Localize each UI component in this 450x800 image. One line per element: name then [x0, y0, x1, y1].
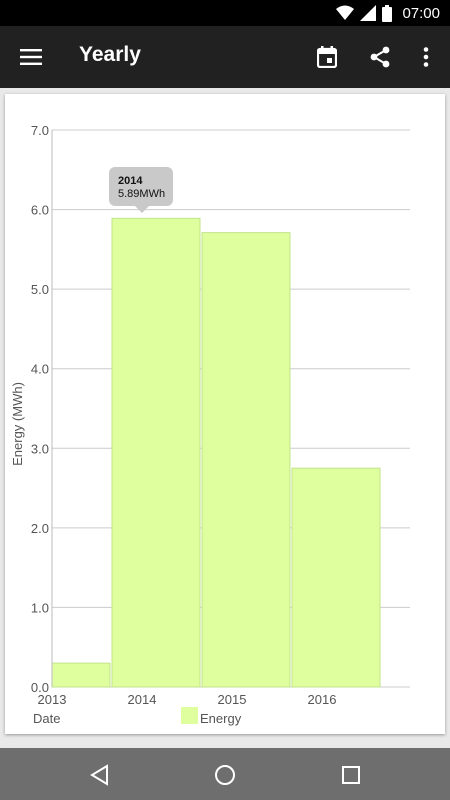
- page-title: Yearly: [79, 43, 141, 66]
- cellular-signal-icon: [360, 5, 377, 21]
- y-tick-label: 7.0: [31, 123, 49, 138]
- x-axis-label: Date: [33, 711, 60, 726]
- recent-apps-icon: [342, 766, 360, 784]
- tooltip-pointer: [135, 206, 149, 213]
- calendar-button[interactable]: [310, 40, 344, 74]
- status-bar: 07:00: [0, 0, 450, 26]
- menu-icon: [20, 49, 42, 65]
- bar-2013[interactable]: [51, 662, 111, 688]
- x-tick-label: 2016: [308, 692, 337, 707]
- y-axis-label: Energy (MWh): [10, 382, 25, 466]
- more-vert-icon: [423, 47, 429, 67]
- more-options-button[interactable]: [409, 40, 443, 74]
- recent-apps-button[interactable]: [336, 760, 366, 790]
- y-tick-label: 2.0: [31, 521, 49, 536]
- legend-swatch: [181, 707, 198, 724]
- chart-bars: [51, 217, 381, 688]
- chart-card: 0.0 1.0 2.0 3.0 4.0 5.0 6.0 7.0 2013 2014 2015 2016…: [5, 94, 445, 734]
- status-time: 07:00: [402, 4, 440, 22]
- home-button[interactable]: [210, 760, 240, 790]
- calendar-icon: [317, 46, 337, 68]
- bar-2014[interactable]: [111, 217, 201, 688]
- share-icon: [370, 46, 390, 68]
- share-button[interactable]: [363, 40, 397, 74]
- y-tick-label: 5.0: [31, 282, 49, 297]
- menu-button[interactable]: [14, 40, 48, 74]
- navigation-bar: [0, 748, 450, 800]
- bar-2016[interactable]: [291, 467, 381, 688]
- y-tick-label: 1.0: [31, 600, 49, 615]
- back-button[interactable]: [84, 760, 114, 790]
- energy-bar-chart[interactable]: 0.0 1.0 2.0 3.0 4.0 5.0 6.0 7.0 2013 2014 2015 2016…: [5, 94, 445, 734]
- battery-icon: [382, 4, 393, 22]
- y-tick-label: 3.0: [31, 441, 49, 456]
- y-tick-label: 0.0: [31, 680, 49, 695]
- app-bar: Yearly: [0, 26, 450, 88]
- y-tick-label: 4.0: [31, 362, 49, 377]
- tooltip-title: 2014: [118, 175, 143, 187]
- x-tick-label: 2013: [38, 692, 67, 707]
- x-tick-label: 2015: [218, 692, 247, 707]
- tooltip-background: [109, 167, 173, 206]
- bar-tooltip: 2014 5.89MWh: [109, 167, 173, 213]
- tooltip-value: 5.89MWh: [118, 188, 165, 200]
- back-icon: [90, 764, 108, 786]
- chart-axes: 0.0 1.0 2.0 3.0 4.0 5.0 6.0 7.0 2013 2014 2015 2016: [31, 123, 337, 707]
- status-icons: 07:00: [336, 3, 440, 23]
- y-tick-label: 6.0: [31, 203, 49, 218]
- legend: Energy: [181, 707, 242, 726]
- x-tick-label: 2014: [128, 692, 157, 707]
- wifi-icon: [336, 5, 355, 20]
- bar-2015[interactable]: [201, 232, 291, 688]
- home-icon: [215, 765, 235, 785]
- legend-label: Energy: [200, 711, 242, 726]
